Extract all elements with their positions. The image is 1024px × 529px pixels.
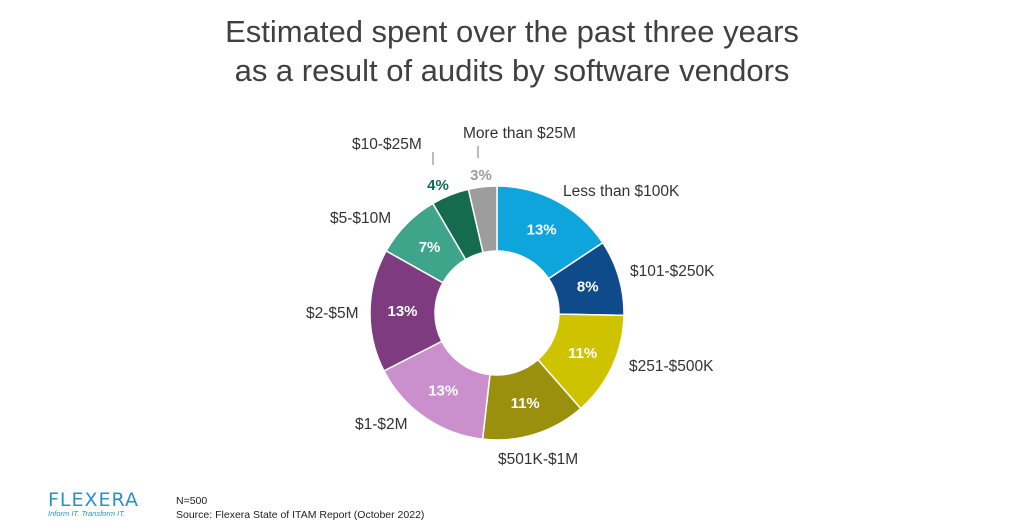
category-label-5-10m: $5-$10M — [330, 210, 391, 227]
percent-label-10-25m: 4% — [427, 177, 449, 194]
percent-label-more-than-25m: 3% — [470, 167, 492, 184]
chart-title-line-1: Estimated spent over the past three year… — [225, 14, 799, 49]
percent-label-2-5m: 13% — [388, 303, 418, 320]
percent-label-501k-1m: 11% — [511, 395, 540, 412]
percent-label-1-2m: 13% — [428, 383, 458, 400]
category-label-more-than-25m: More than $25M — [463, 125, 576, 142]
category-label-251-500k: $251-$500K — [629, 358, 714, 375]
percent-label-less-than-100k: 13% — [527, 222, 557, 239]
donut-slices — [369, 185, 625, 441]
logo-wordmark: FLEXERA — [48, 489, 139, 511]
sample-size: N=500 — [176, 495, 208, 507]
leader-lines — [432, 146, 479, 165]
footer-note: N=500 Source: Flexera State of ITAM Repo… — [176, 494, 424, 522]
category-label-101-250k: $101-$250K — [630, 263, 715, 280]
percent-label-251-500k: 11% — [568, 345, 597, 362]
chart-title: Estimated spent over the past three year… — [0, 12, 1024, 90]
chart-title-line-2: as a result of audits by software vendor… — [234, 53, 790, 88]
percent-label-5-10m: 7% — [419, 239, 441, 256]
flexera-logo: FLEXERA Inform IT. Transform IT. — [48, 489, 148, 518]
slice-more-than-25m — [467, 185, 498, 254]
category-label-10-25m: $10-$25M — [352, 136, 422, 153]
category-label-2-5m: $2-$5M — [306, 305, 359, 322]
logo-tagline: Inform IT. Transform IT. — [48, 509, 126, 518]
category-label-501k-1m: $501K-$1M — [498, 451, 578, 468]
percent-label-101-250k: 8% — [577, 279, 599, 296]
category-labels: Less than $100K $101-$250K $251-$500K $501K… — [306, 125, 715, 468]
category-label-1-2m: $1-$2M — [355, 416, 408, 433]
source-note: Source: Flexera State of ITAM Report (Oc… — [176, 509, 425, 521]
percent-labels: 13% 8% 11% 11% 13% 13% 7% 4% 3% — [388, 167, 599, 412]
category-label-less-than-100k: Less than $100K — [563, 183, 680, 200]
